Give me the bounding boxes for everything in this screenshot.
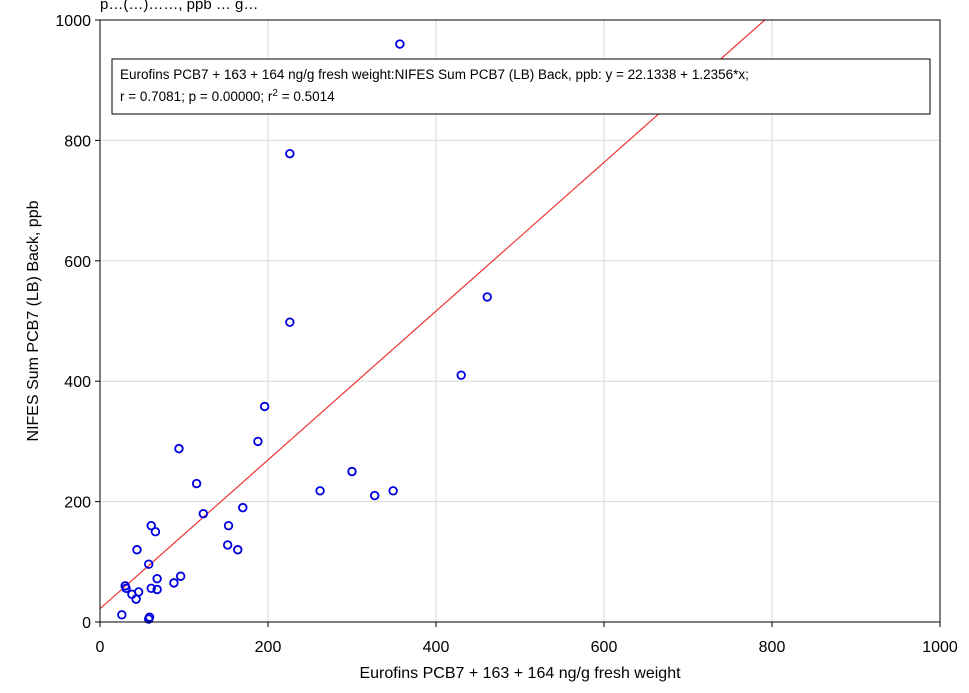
y-axis-title: NIFES Sum PCB7 (LB) Back, ppb <box>25 200 42 441</box>
plot-frame <box>99 19 941 623</box>
data-point <box>191 478 202 489</box>
y-tick-label: 600 <box>64 254 91 271</box>
regression-legend-box <box>111 58 931 115</box>
data-point <box>152 584 162 595</box>
data-point <box>175 571 186 581</box>
data-point <box>388 486 398 496</box>
data-point <box>223 520 234 531</box>
data-point <box>150 527 161 537</box>
regression-equation-text: Eurofins PCB7 + 163 + 164 ng/g fresh wei… <box>120 67 749 82</box>
data-point <box>369 490 380 501</box>
data-point <box>347 466 357 477</box>
regression-stats-prefix: r = 0.7081; p = 0.00000; r <box>120 89 273 104</box>
regression-legend: Eurofins PCB7 + 163 + 164 ng/g fresh wei… <box>111 58 931 115</box>
y-tick-label: 1000 <box>55 13 91 30</box>
data-point <box>144 614 154 624</box>
x-axis-title: Eurofins PCB7 + 163 + 164 ng/g fresh wei… <box>359 665 681 682</box>
data-point <box>132 545 142 555</box>
y-tick-label: 400 <box>64 374 91 391</box>
clipped-header-text: p…(…)……, ppb … g… <box>100 0 258 13</box>
data-point <box>117 610 127 620</box>
data-point <box>315 486 325 496</box>
data-point <box>238 502 248 513</box>
data-point <box>222 540 233 550</box>
data-point <box>169 578 179 588</box>
y-tick-label: 0 <box>82 615 91 632</box>
y-tick-label: 800 <box>64 133 91 150</box>
y-axis-ticks: 0 200 400 600 800 1000 <box>55 13 100 632</box>
data-point <box>285 148 295 159</box>
x-tick-label: 200 <box>255 639 282 656</box>
grid <box>100 20 940 622</box>
data-point <box>456 370 466 380</box>
data-point <box>146 583 156 593</box>
data-point <box>121 583 131 593</box>
x-tick-label: 600 <box>591 639 618 656</box>
data-point <box>174 443 184 454</box>
data-point <box>152 573 162 584</box>
data-point <box>482 292 492 302</box>
x-tick-label: 800 <box>759 639 786 656</box>
data-point <box>259 401 270 412</box>
x-tick-label: 1000 <box>922 639 958 656</box>
data-point <box>253 436 263 447</box>
points-group <box>117 39 492 624</box>
y-tick-label: 200 <box>64 495 91 512</box>
data-point <box>198 508 209 519</box>
x-tick-label: 400 <box>423 639 450 656</box>
plot-background <box>100 20 940 622</box>
data-point <box>144 559 154 569</box>
regression-stats-text: r = 0.7081; p = 0.00000; r2 = 0.5014 <box>120 88 335 104</box>
data-point <box>395 39 405 49</box>
regression-stats-superscript: 2 <box>272 88 278 99</box>
data-point <box>285 317 295 327</box>
regression-stats-suffix: = 0.5014 <box>278 89 335 104</box>
data-point <box>131 594 141 604</box>
data-point <box>146 520 156 531</box>
fit-line-group <box>99 19 766 610</box>
x-axis-ticks: 0 200 400 600 800 1000 <box>96 622 958 656</box>
regression-line <box>99 19 766 610</box>
x-tick-label: 0 <box>96 639 105 656</box>
data-point <box>233 545 243 555</box>
